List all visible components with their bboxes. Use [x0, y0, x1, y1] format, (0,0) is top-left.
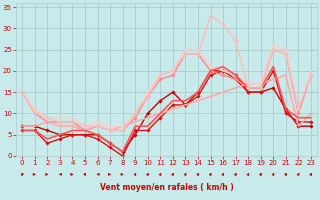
X-axis label: Vent moyen/en rafales ( km/h ): Vent moyen/en rafales ( km/h )	[100, 183, 234, 192]
